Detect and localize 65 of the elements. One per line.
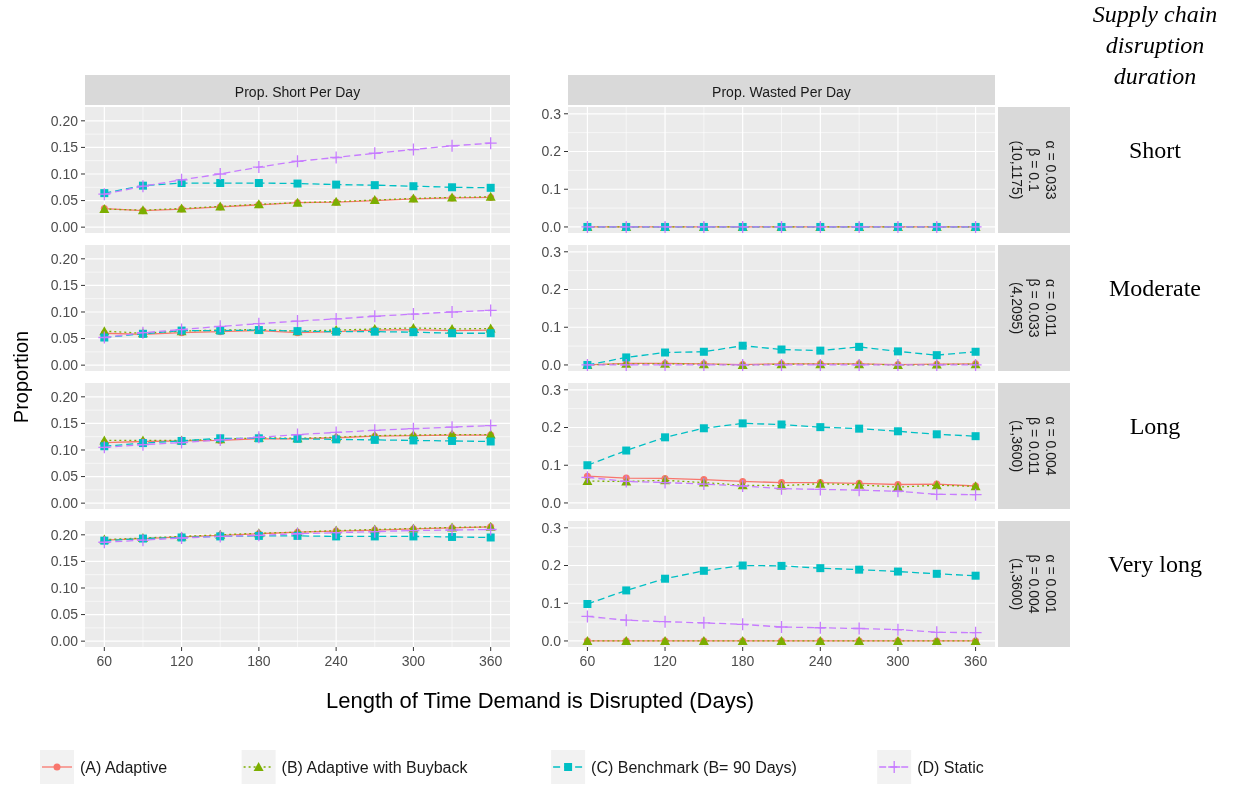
chart-title: Prop. Short Per Day	[234, 83, 361, 100]
y-tick-label: 0.20	[50, 388, 79, 405]
x-tick-label: 60	[579, 653, 596, 669]
y-tick-label: 0.00	[50, 633, 79, 650]
y-tick-label: 0.1	[541, 595, 562, 612]
x-tick-label: 180	[731, 653, 755, 669]
x-tick-label: 60	[96, 653, 113, 669]
y-tick-label: 0.20	[50, 112, 79, 129]
x-tick-label: 360	[479, 653, 503, 669]
text: α = 0.033 β = 0.1 (10,1175)	[1009, 140, 1059, 200]
y-tick-label: 0.20	[50, 526, 79, 543]
y-tick-label: 0.3	[541, 381, 562, 398]
y-tick-label: 0.3	[541, 243, 562, 260]
x-tick-label: 120	[169, 653, 194, 669]
y-tick-label: 0.2	[541, 557, 562, 574]
text: α = 0.004 β = 0.011 (1,3600)	[1009, 416, 1059, 476]
y-tick-label: 0.0	[541, 494, 562, 511]
legend-label: (D) Static	[917, 758, 984, 776]
y-tick-label: 0.00	[50, 219, 79, 236]
y-tick-label: 0.00	[50, 495, 79, 512]
x-axis-title: Length of Time Demand is Disrupted (Days)	[326, 688, 754, 713]
y-tick-label: 0.10	[50, 165, 79, 182]
y-tick-label: 0.05	[50, 606, 79, 623]
x-tick-label: 180	[247, 653, 271, 669]
text: Supply chain disruption duration	[1092, 1, 1218, 89]
x-tick-label: 300	[401, 653, 426, 669]
y-tick-label: 0.15	[50, 277, 79, 294]
y-tick-label: 0.10	[50, 441, 79, 458]
y-tick-label: 0.1	[541, 181, 562, 198]
y-tick-label: 0.0	[541, 218, 562, 235]
y-tick-label: 0.2	[541, 281, 562, 298]
x-tick-label: 240	[324, 653, 349, 669]
legend-label: (A) Adaptive	[80, 758, 168, 776]
y-tick-label: 0.2	[541, 143, 562, 160]
y-tick-label: 0.10	[50, 303, 79, 320]
text: Very long	[1108, 551, 1202, 578]
text: Long	[1129, 413, 1181, 440]
y-tick-label: 0.3	[541, 519, 562, 536]
y-tick-label: 0.05	[50, 330, 79, 347]
y-tick-label: 0.15	[50, 553, 79, 570]
y-tick-label: 0.0	[541, 632, 562, 649]
y-tick-label: 0.0	[541, 356, 562, 373]
x-tick-label: 300	[886, 653, 910, 669]
x-tick-label: 360	[963, 653, 988, 669]
legend-label: (B) Adaptive with Buyback	[281, 758, 469, 776]
text: α = 0.011 β = 0.033 (4,2095)	[1009, 278, 1059, 338]
y-tick-label: 0.15	[50, 139, 79, 156]
text: α = 0.001 β = 0.004 (1,3600)	[1009, 554, 1059, 614]
text: Short	[1128, 137, 1182, 164]
y-tick-label: 0.1	[541, 319, 562, 336]
y-tick-label: 0.15	[50, 415, 79, 432]
y-tick-label: 0.20	[50, 250, 79, 267]
x-tick-label: 120	[653, 653, 677, 669]
text: Moderate	[1109, 275, 1201, 302]
y-tick-label: 0.3	[541, 105, 562, 122]
y-axis-title: Proportion	[10, 330, 32, 424]
y-tick-label: 0.05	[50, 192, 79, 209]
y-tick-label: 0.1	[541, 457, 562, 474]
chart-title: Prop. Wasted Per Day	[712, 83, 851, 100]
y-tick-label: 0.00	[50, 357, 79, 374]
legend-label: (C) Benchmark (B= 90 Days)	[591, 758, 797, 776]
y-tick-label: 0.05	[50, 468, 79, 485]
y-tick-label: 0.2	[541, 419, 562, 436]
y-tick-label: 0.10	[50, 579, 79, 596]
x-tick-label: 240	[808, 653, 833, 669]
